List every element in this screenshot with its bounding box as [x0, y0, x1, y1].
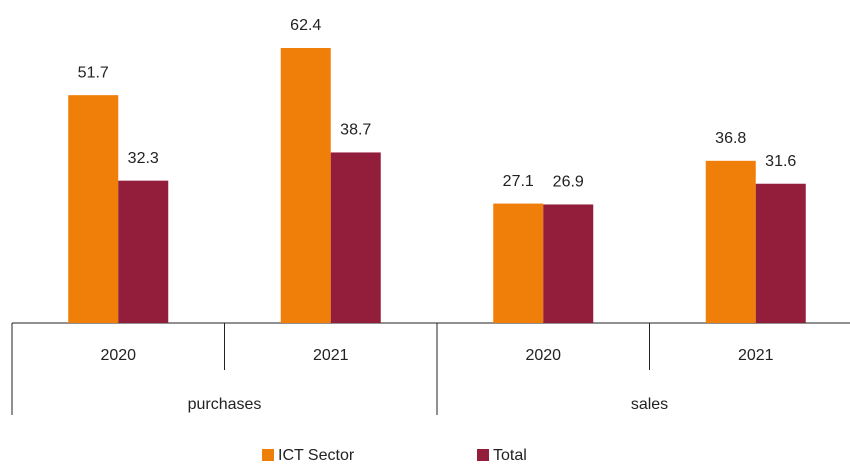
data-label: 32.3	[128, 150, 159, 167]
data-label: 51.7	[78, 64, 109, 81]
legend-label: Total	[493, 447, 527, 464]
data-label: 27.1	[503, 173, 534, 190]
legend-label: ICT Sector	[278, 447, 355, 464]
data-label: 36.8	[715, 130, 746, 147]
x-tick-label: 2021	[738, 347, 774, 364]
bar	[280, 48, 331, 323]
data-label: 26.9	[553, 174, 584, 191]
group-label: sales	[631, 396, 668, 413]
bar	[118, 180, 169, 323]
bar	[493, 203, 544, 323]
legend-swatch	[477, 449, 489, 461]
bar	[543, 204, 594, 323]
x-tick-label: 2020	[100, 347, 136, 364]
bar	[705, 160, 756, 323]
x-tick-label: 2020	[525, 347, 561, 364]
legend-swatch	[262, 449, 274, 461]
bar	[755, 183, 806, 323]
bar	[68, 95, 119, 323]
data-label: 62.4	[290, 17, 321, 34]
data-label: 38.7	[340, 122, 371, 139]
bar	[330, 152, 381, 323]
data-label: 31.6	[765, 153, 796, 170]
group-label: purchases	[188, 396, 262, 413]
x-tick-label: 2021	[313, 347, 349, 364]
